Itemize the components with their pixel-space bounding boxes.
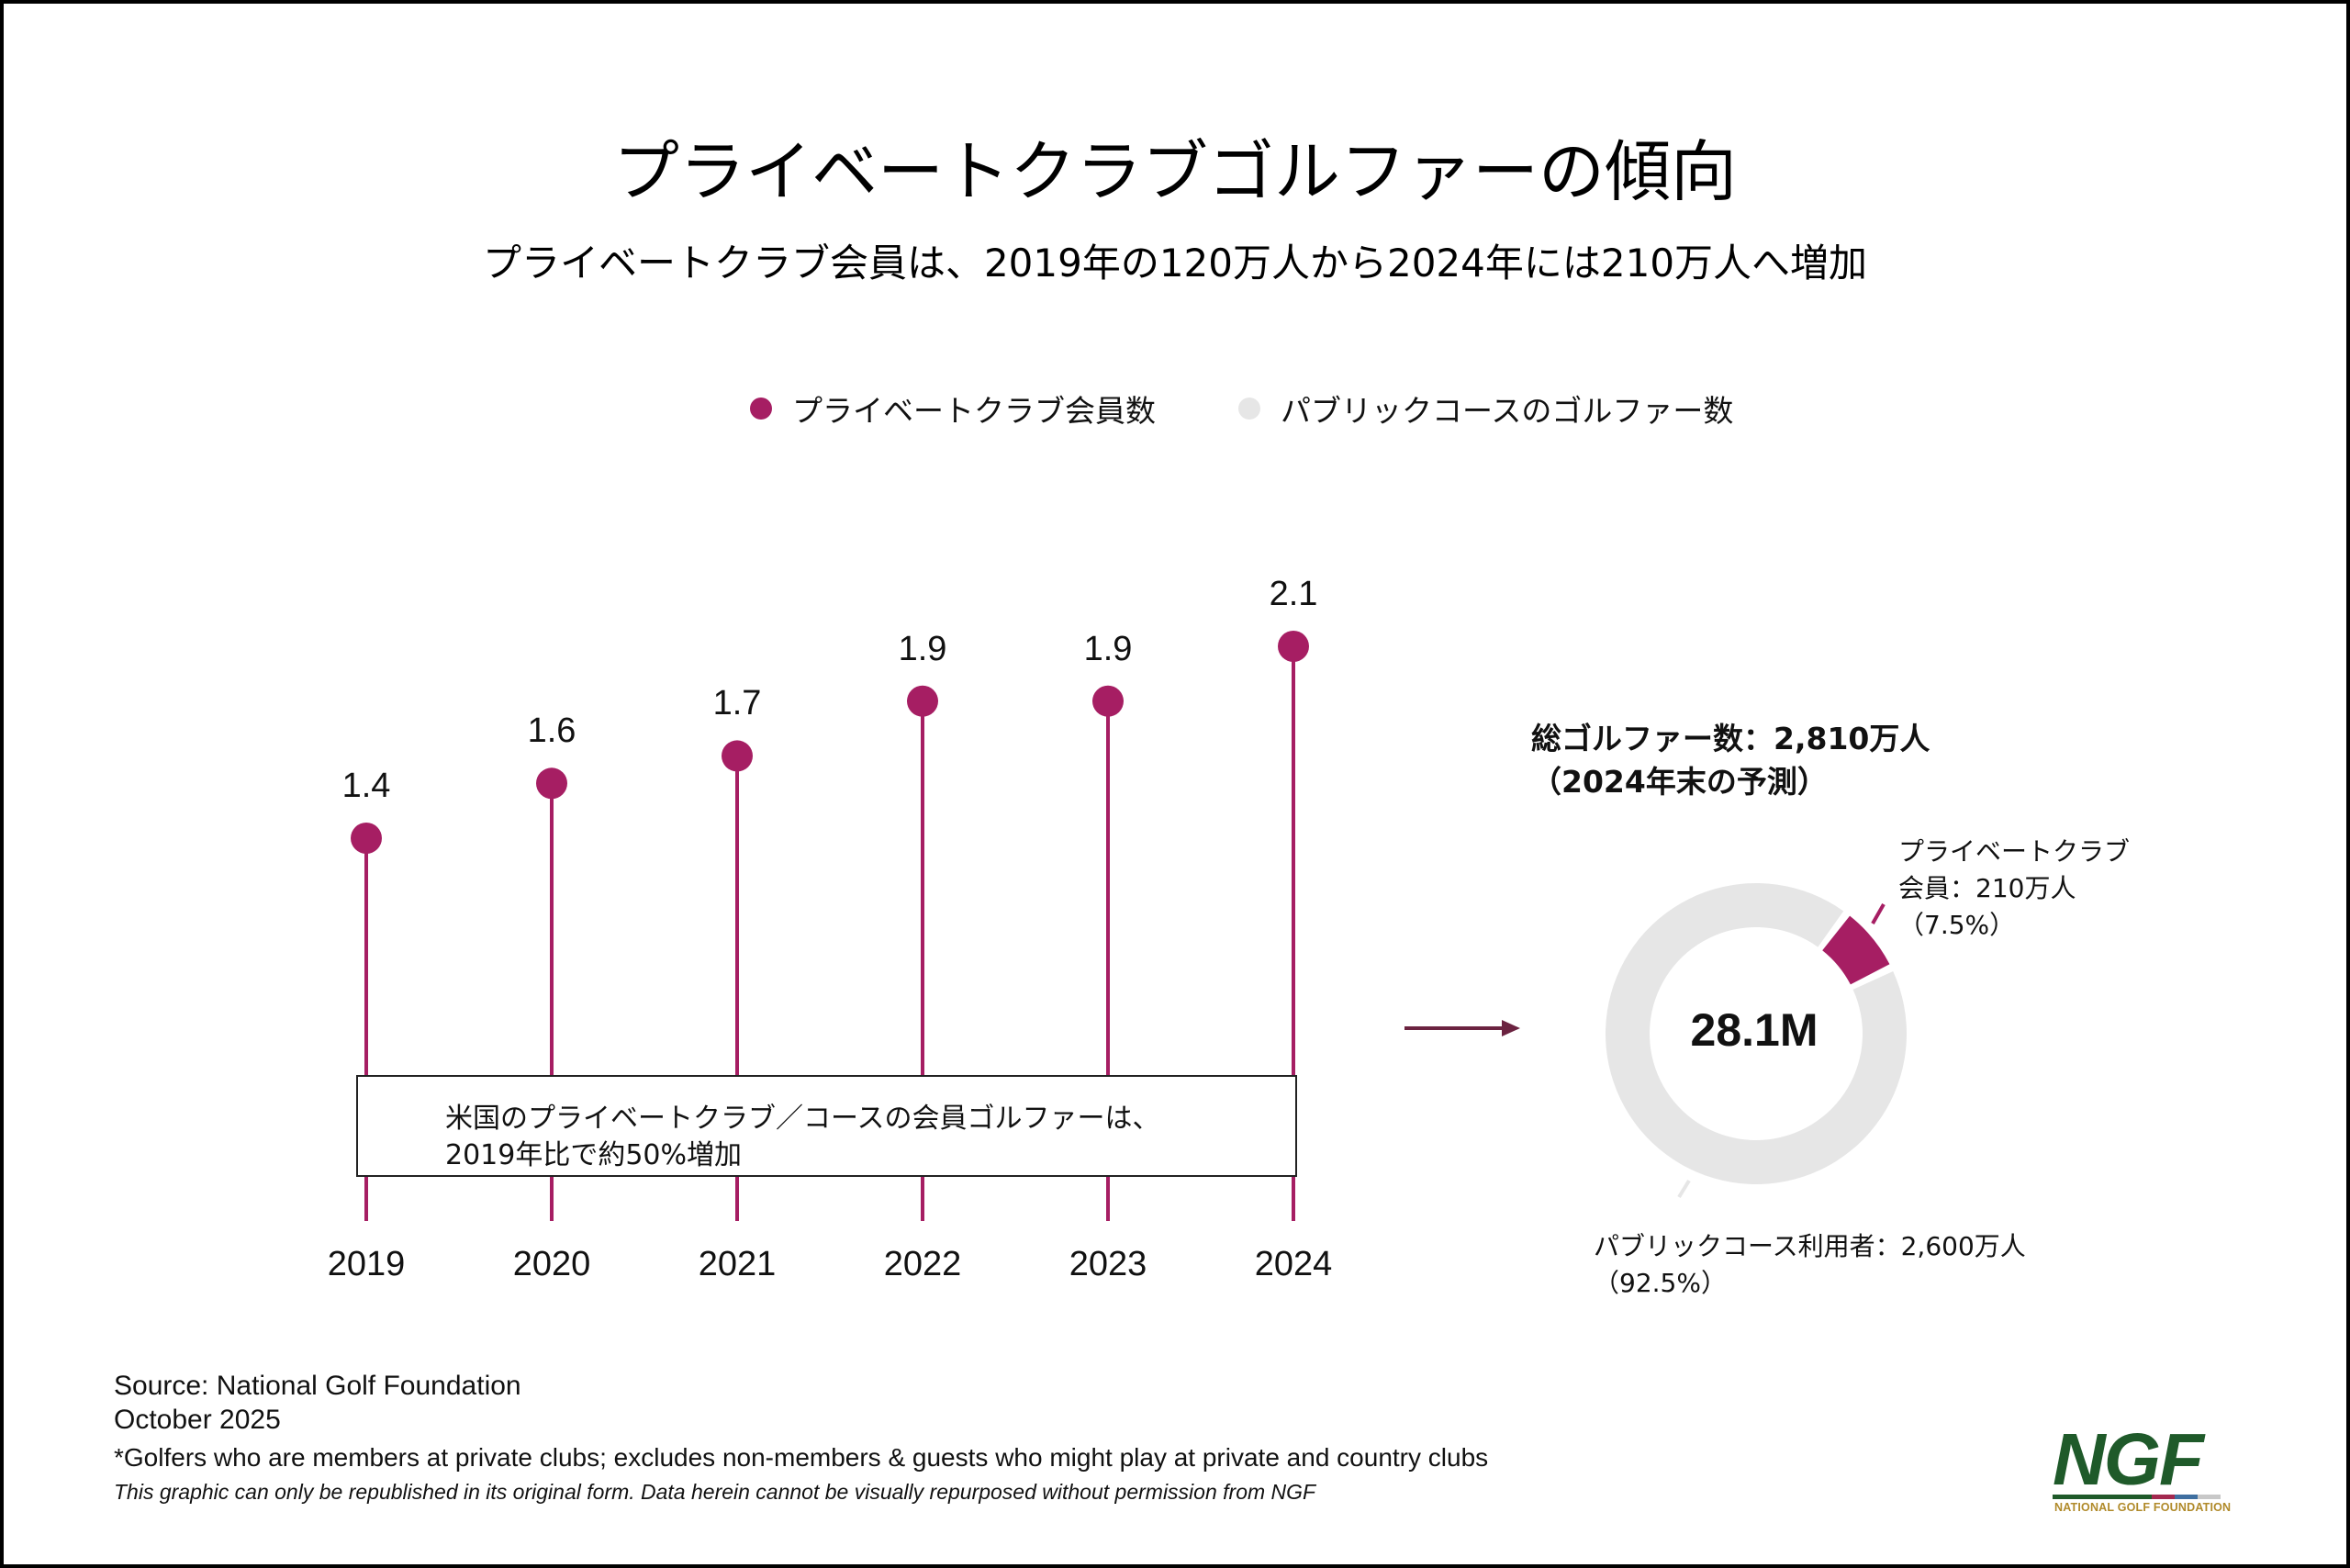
legend-item-private: プライベートクラブ会員数 bbox=[750, 387, 1156, 430]
public-slice-label-line-2: （92.5%） bbox=[1594, 1268, 1727, 1298]
lollipop-dot-2021 bbox=[722, 740, 753, 772]
lollipop-dot-2022 bbox=[907, 685, 938, 717]
ngf-logo: NGF NATIONAL GOLF FOUNDATION bbox=[2053, 1423, 2236, 1520]
public-leader-line bbox=[1677, 1179, 1691, 1199]
donut-center-value: 28.1M bbox=[1690, 1004, 1818, 1056]
year-label-2019: 2019 bbox=[327, 1245, 406, 1283]
public-slice-label: パブリックコース利用者：2,600万人 （92.5%） bbox=[1594, 1228, 2026, 1302]
footer-disclaimer: This graphic can only be republished in … bbox=[114, 1480, 1316, 1504]
legend-label-public: パブリックコースのゴルファー数 bbox=[1281, 393, 1734, 429]
total-golfers-note: （2024年末の予測） bbox=[1531, 764, 1828, 800]
lollipop-dot-2019 bbox=[351, 823, 382, 854]
annotation-line-2: 2019年比で約50%増加 bbox=[445, 1139, 743, 1171]
value-label-2021: 1.7 bbox=[712, 684, 762, 723]
footer-note: *Golfers who are members at private club… bbox=[114, 1443, 1489, 1472]
footer-date: October 2025 bbox=[114, 1405, 281, 1435]
page-subtitle: プライベートクラブ会員は、2019年の120万人から2024年には210万人へ増… bbox=[482, 241, 1868, 286]
logo-bar-green bbox=[2053, 1495, 2152, 1499]
legend-swatch-private bbox=[750, 398, 772, 420]
private-slice-label-line-2: 会員：210万人 bbox=[1898, 873, 2076, 903]
annotation-line-1: 米国のプライベートクラブ／コースの会員ゴルファーは、 bbox=[445, 1103, 1160, 1135]
logo-bar-gray bbox=[2198, 1495, 2221, 1499]
public-slice-label-line-1: パブリックコース利用者：2,600万人 bbox=[1594, 1231, 2026, 1261]
annotation-box: 米国のプライベートクラブ／コースの会員ゴルファーは、 2019年比で約50%増加 bbox=[356, 1075, 1297, 1177]
logo-bar-magenta bbox=[2152, 1495, 2175, 1499]
year-label-2020: 2020 bbox=[512, 1245, 591, 1283]
donut-slice-private bbox=[1822, 915, 1890, 985]
private-leader-line bbox=[1871, 903, 1886, 924]
arrow-right-icon bbox=[1502, 1020, 1520, 1036]
private-slice-label-line-1: プライベートクラブ bbox=[1898, 836, 2131, 867]
value-label-2022: 1.9 bbox=[898, 629, 947, 668]
lollipop-dot-2023 bbox=[1092, 685, 1124, 717]
year-label-2022: 2022 bbox=[883, 1245, 962, 1283]
ngf-logo-mark: NGF bbox=[2053, 1418, 2204, 1500]
year-label-2023: 2023 bbox=[1069, 1245, 1147, 1283]
private-slice-label: プライベートクラブ 会員：210万人 （7.5%） bbox=[1898, 834, 2130, 944]
private-slice-label-line-3: （7.5%） bbox=[1898, 910, 2016, 940]
lollipop-dot-2020 bbox=[536, 767, 567, 800]
legend-item-public: パブリックコースのゴルファー数 bbox=[1238, 387, 1733, 430]
value-label-2024: 2.1 bbox=[1269, 575, 1318, 613]
legend-swatch-public bbox=[1238, 398, 1260, 420]
infographic-canvas bbox=[4, 4, 2346, 1564]
lollipop-dot-2024 bbox=[1278, 631, 1309, 662]
legend-label-private: プライベートクラブ会員数 bbox=[792, 393, 1156, 429]
logo-bar-blue bbox=[2175, 1495, 2198, 1499]
year-label-2024: 2024 bbox=[1254, 1245, 1333, 1283]
value-label-2019: 1.4 bbox=[341, 767, 391, 805]
value-label-2023: 1.9 bbox=[1083, 629, 1133, 668]
page-title: プライベートクラブゴルファーの傾向 bbox=[612, 133, 1737, 210]
year-label-2021: 2021 bbox=[698, 1245, 777, 1283]
footer-source: Source: National Golf Foundation bbox=[114, 1371, 521, 1401]
ngf-logo-name: NATIONAL GOLF FOUNDATION bbox=[2054, 1501, 2232, 1514]
value-label-2020: 1.6 bbox=[527, 711, 576, 751]
total-golfers-label: 総ゴルファー数：2,810万人 bbox=[1531, 721, 1930, 756]
